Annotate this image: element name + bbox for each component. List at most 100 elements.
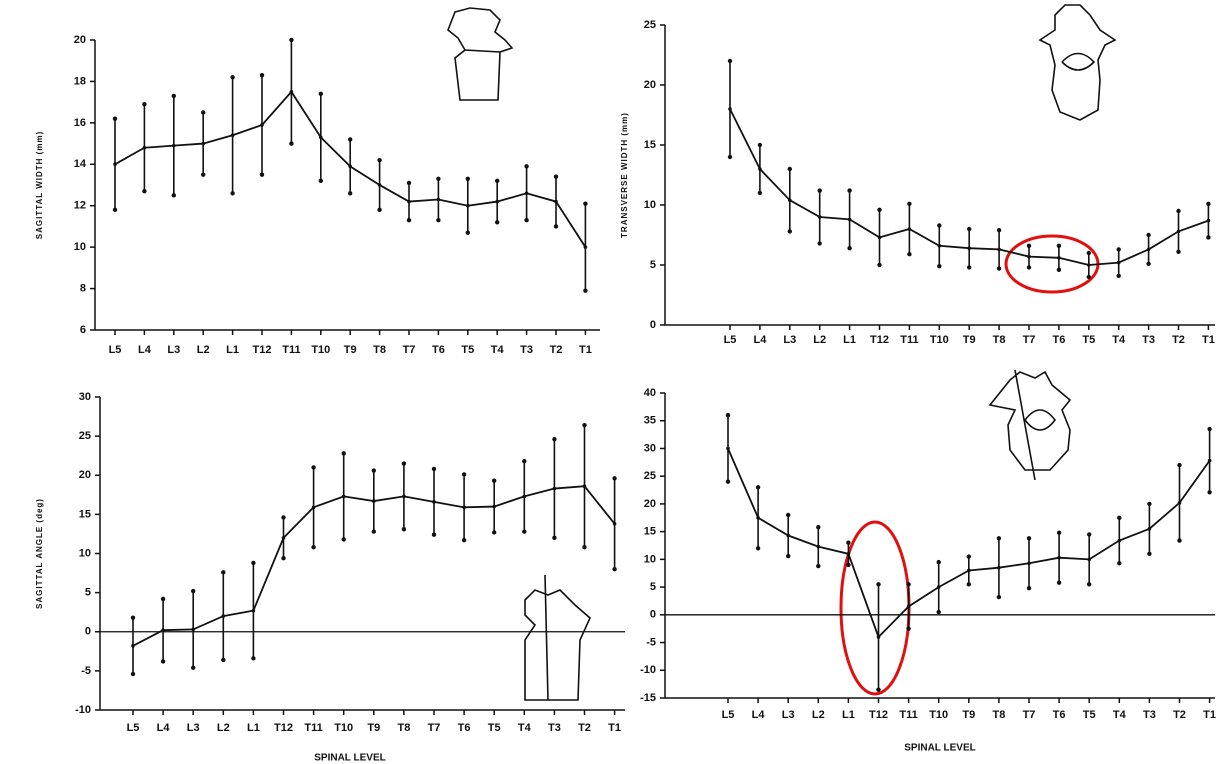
data-point bbox=[877, 235, 882, 240]
x-tick-label: T4 bbox=[491, 344, 505, 356]
x-tick-label: T2 bbox=[1173, 709, 1186, 721]
data-point bbox=[462, 505, 466, 510]
y-tick-label: 10 bbox=[74, 241, 86, 253]
x-tick-label: T5 bbox=[1082, 334, 1095, 346]
data-point bbox=[1117, 538, 1122, 543]
data-point bbox=[728, 107, 732, 111]
error-cap bbox=[1056, 267, 1062, 272]
data-point bbox=[967, 568, 971, 573]
error-cap bbox=[552, 437, 557, 442]
y-tick-label: 15 bbox=[644, 139, 656, 151]
y-tick-label: 30 bbox=[79, 391, 91, 403]
error-cap bbox=[281, 515, 286, 520]
x-tick-label: L5 bbox=[109, 344, 122, 356]
error-cap bbox=[492, 530, 497, 535]
y-tick-label: 0 bbox=[650, 319, 656, 331]
x-tick-label: T7 bbox=[403, 344, 416, 356]
error-cap bbox=[436, 218, 441, 223]
error-cap bbox=[612, 476, 617, 481]
error-cap bbox=[524, 164, 529, 169]
data-point bbox=[1027, 561, 1031, 566]
x-tick-label: T1 bbox=[608, 722, 621, 734]
error-cap bbox=[371, 468, 376, 473]
error-cap bbox=[906, 582, 911, 587]
y-tick-label: 5 bbox=[650, 581, 656, 593]
data-point bbox=[319, 135, 323, 140]
y-tick-label: 16 bbox=[74, 117, 86, 129]
data-point bbox=[221, 614, 226, 618]
x-tick-label: T7 bbox=[428, 722, 441, 734]
data-point bbox=[492, 504, 497, 509]
error-cap bbox=[1117, 561, 1122, 566]
x-tick-label: T6 bbox=[432, 344, 445, 356]
x-tick-label: T1 bbox=[1203, 709, 1216, 721]
error-cap bbox=[936, 609, 941, 615]
data-point bbox=[1087, 557, 1091, 562]
x-tick-label: T9 bbox=[367, 722, 380, 734]
x-tick-label: T9 bbox=[962, 709, 975, 721]
data-point bbox=[612, 521, 617, 526]
error-cap bbox=[461, 472, 467, 477]
error-cap bbox=[1116, 273, 1121, 278]
error-cap bbox=[816, 563, 821, 569]
error-cap bbox=[847, 246, 852, 251]
y-tick-label: 8 bbox=[80, 282, 86, 294]
error-cap bbox=[348, 191, 353, 196]
y-tick-label: 6 bbox=[80, 324, 86, 336]
x-axis-label: SPINAL LEVEL bbox=[904, 743, 976, 754]
x-tick-label: T12 bbox=[274, 722, 293, 734]
y-tick-label: 20 bbox=[644, 79, 656, 91]
data-point bbox=[1057, 555, 1061, 560]
error-cap bbox=[996, 536, 1002, 541]
y-axis-label: SAGITTAL ANGLE (deg) bbox=[35, 498, 44, 609]
x-tick-label: T11 bbox=[304, 722, 322, 734]
error-cap bbox=[492, 478, 497, 483]
error-cap bbox=[130, 615, 136, 620]
y-tick-label: 20 bbox=[644, 498, 656, 510]
error-cap bbox=[259, 172, 265, 177]
data-point bbox=[788, 198, 792, 202]
data-point bbox=[407, 199, 411, 204]
data-point bbox=[1176, 229, 1181, 234]
x-tick-label: L5 bbox=[127, 722, 140, 734]
x-tick-label: L4 bbox=[157, 722, 171, 734]
error-cap bbox=[727, 154, 733, 160]
error-cap bbox=[1056, 530, 1062, 535]
error-cap bbox=[522, 529, 527, 534]
x-tick-label: L1 bbox=[247, 722, 260, 734]
error-cap bbox=[936, 559, 941, 565]
y-tick-label: -15 bbox=[640, 692, 656, 704]
error-cap bbox=[966, 554, 971, 559]
error-cap bbox=[259, 73, 265, 78]
error-cap bbox=[201, 172, 206, 177]
error-cap bbox=[522, 458, 527, 464]
error-cap bbox=[725, 412, 731, 418]
error-cap bbox=[1146, 261, 1151, 266]
error-cap bbox=[937, 264, 942, 269]
data-point bbox=[524, 191, 529, 196]
x-tick-label: T1 bbox=[1202, 334, 1215, 346]
error-cap bbox=[967, 226, 972, 232]
x-tick-label: L4 bbox=[138, 344, 152, 356]
error-cap bbox=[461, 537, 467, 543]
error-cap bbox=[436, 176, 441, 181]
y-tick-label: 40 bbox=[644, 387, 656, 399]
error-cap bbox=[846, 562, 851, 568]
x-axis-label: SPINAL LEVEL bbox=[314, 753, 386, 764]
data-point bbox=[1147, 527, 1152, 531]
data-point bbox=[756, 515, 760, 520]
data-point bbox=[402, 494, 406, 499]
error-cap bbox=[1207, 490, 1212, 495]
error-cap bbox=[251, 656, 256, 661]
x-tick-label: L4 bbox=[753, 334, 767, 346]
error-cap bbox=[553, 174, 559, 179]
data-point bbox=[201, 141, 205, 146]
error-cap bbox=[1117, 515, 1122, 520]
error-cap bbox=[311, 465, 316, 470]
error-cap bbox=[289, 37, 294, 43]
error-cap bbox=[755, 546, 761, 551]
error-cap bbox=[348, 137, 353, 142]
data-point bbox=[1027, 254, 1031, 259]
error-cap bbox=[876, 582, 881, 587]
data-point bbox=[1206, 218, 1211, 223]
